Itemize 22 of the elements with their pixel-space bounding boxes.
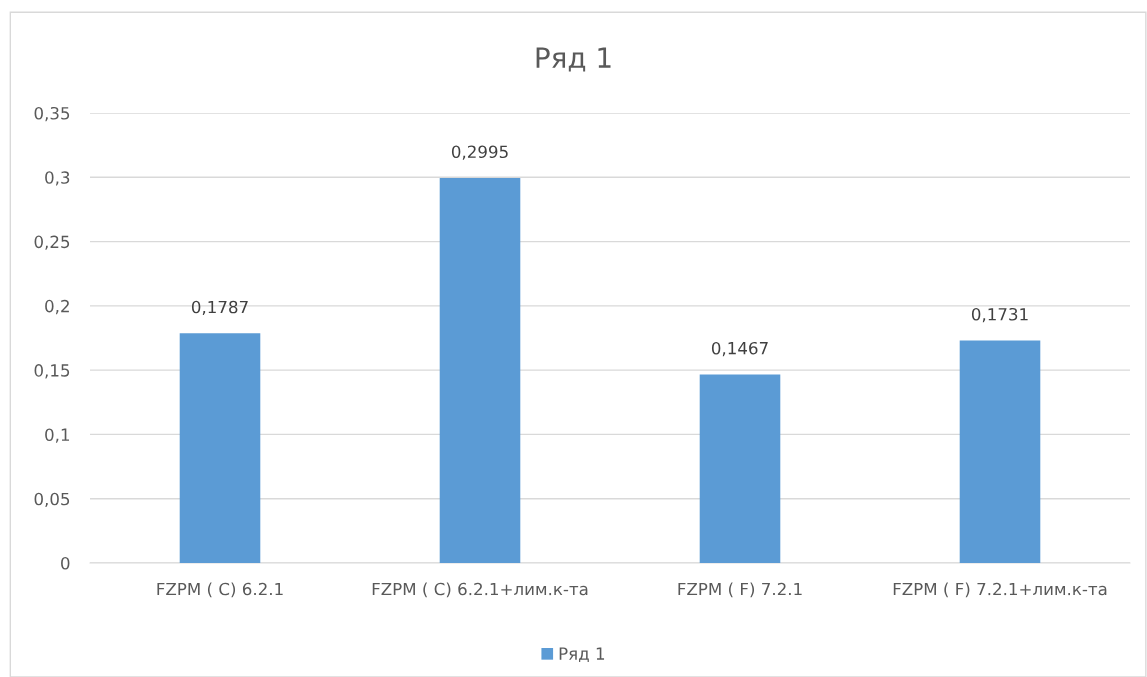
y-tick-label: 0,2	[45, 299, 69, 315]
y-tick-label: 0,35	[34, 106, 70, 122]
x-tick-label: FZPM ( F) 7.2.1+лим.к-та	[893, 582, 1107, 598]
bar	[179, 333, 261, 563]
y-tick-label: 0,25	[34, 235, 70, 250]
data-label: 0,1731	[971, 307, 1028, 323]
data-label: 0,2995	[451, 145, 508, 160]
y-tick-label: 0,15	[34, 364, 70, 379]
bar	[699, 374, 781, 563]
bar	[959, 340, 1041, 563]
data-label: 0,1787	[191, 300, 248, 316]
x-tick-label: FZPM ( F) 7.2.1	[678, 582, 802, 598]
x-tick-label: FZPM ( C) 6.2.1+лим.к-та	[372, 582, 588, 598]
data-label: 0,1467	[711, 341, 768, 357]
bar	[439, 177, 521, 563]
y-tick-label: 0	[61, 556, 70, 570]
legend-label: Ряд 1	[559, 647, 605, 662]
y-tick-label: 0,05	[34, 492, 70, 507]
y-tick-label: 0,1	[45, 428, 70, 443]
x-tick-label: FZPM ( C) 6.2.1	[157, 582, 283, 598]
chart-title: Ряд 1	[536, 47, 611, 72]
y-tick-label: 0,3	[45, 171, 70, 186]
